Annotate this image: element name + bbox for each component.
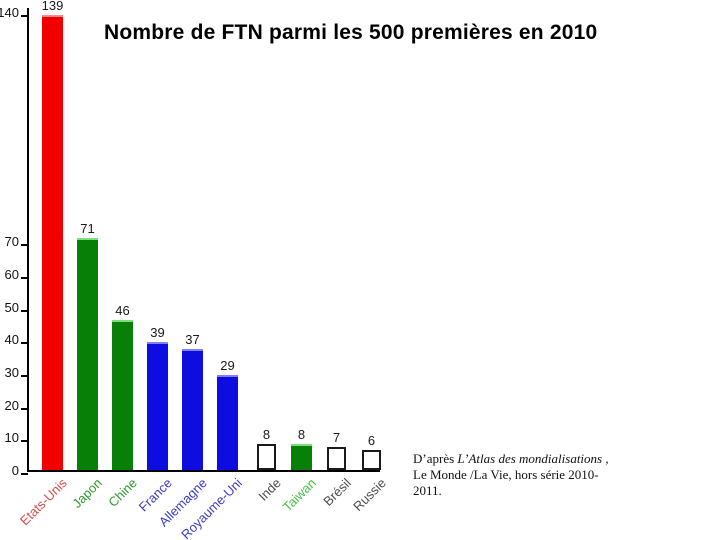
caption-line3: 2011.: [413, 483, 442, 498]
bar: [147, 342, 168, 470]
bar-value-label: 29: [220, 358, 235, 373]
bar-value-label: 39: [150, 325, 165, 340]
bar-value-label: 7: [332, 430, 341, 445]
caption-suffix: ,: [602, 451, 609, 466]
y-tick: [21, 276, 28, 279]
chart-title: Nombre de FTN parmi les 500 premières en…: [104, 21, 598, 44]
caption-line2: Le Monde /La Vie, hors série 2010-: [413, 467, 599, 482]
y-tick: [21, 309, 28, 312]
bar: [291, 444, 312, 470]
caption-prefix: D’après: [413, 451, 458, 466]
y-tick-label: 50: [4, 299, 19, 315]
y-tick: [21, 440, 28, 443]
bar: [182, 349, 203, 470]
y-tick-label: 60: [4, 266, 19, 282]
y-tick-label: 30: [4, 364, 19, 380]
bar: [217, 375, 238, 470]
y-tick-label: 140: [0, 5, 19, 21]
bar-value-label: 46: [115, 303, 130, 318]
bar: [327, 447, 346, 470]
y-tick-label: 70: [4, 234, 19, 250]
y-tick-label: 0: [11, 463, 19, 478]
y-tick: [21, 374, 28, 377]
y-tick: [21, 342, 28, 345]
bar: [362, 450, 381, 470]
x-axis-line: [27, 470, 380, 472]
y-tick: [21, 244, 28, 247]
y-tick-label: 10: [4, 430, 19, 446]
y-axis-line: [27, 8, 29, 472]
y-tick-label: 40: [4, 332, 19, 348]
bar: [77, 238, 98, 470]
bar-value-label: 37: [185, 332, 200, 347]
source-caption: D’après L’Atlas des mondialisations , Le…: [413, 451, 633, 499]
bar-value-label: 8: [262, 427, 271, 442]
bar-value-label: 6: [367, 433, 376, 448]
y-tick: [21, 473, 28, 475]
bar-value-label: 71: [80, 221, 95, 236]
caption-italic-title: L’Atlas des mondialisations: [457, 451, 603, 466]
y-tick: [21, 407, 28, 410]
y-tick-label: 20: [4, 397, 19, 413]
bar-value-label: 139: [41, 0, 64, 13]
bar: [42, 15, 63, 470]
bar-value-label: 8: [297, 427, 306, 442]
bar: [257, 444, 276, 470]
y-tick: [21, 15, 28, 18]
bar: [112, 320, 133, 470]
